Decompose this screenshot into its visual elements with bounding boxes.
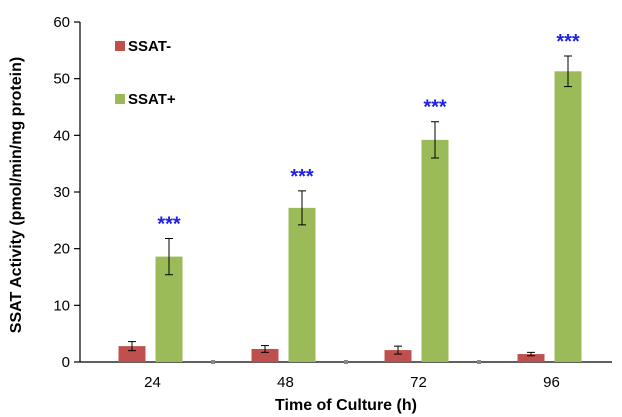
y-axis-title: SSAT Activity (pmol/min/mg protein) (8, 57, 25, 333)
y-tick-label: 40 (53, 127, 70, 144)
legend-swatch (115, 41, 125, 51)
y-tick-label: 20 (53, 241, 70, 258)
bar-ssat-96 (554, 71, 582, 363)
significance-markers: *** *** *** *** (157, 31, 580, 235)
bar-ssat-96 (517, 354, 545, 362)
x-group-separator (344, 360, 348, 364)
x-tick-label: 72 (410, 374, 427, 391)
y-tick-label: 60 (53, 14, 70, 31)
x-tick-label: 48 (277, 374, 294, 391)
x-axis-title: Time of Culture (h) (275, 397, 417, 414)
y-tick-label: 10 (53, 297, 70, 314)
x-group-separator (211, 360, 215, 364)
legend-label: SSAT- (128, 38, 171, 55)
y-tick-label: 0 (62, 354, 70, 371)
significance-label: *** (157, 213, 181, 235)
x-axis: 24 48 72 96 (80, 360, 612, 391)
bar-ssat-24 (118, 346, 146, 362)
x-tick-label: 24 (144, 374, 161, 391)
significance-label: *** (556, 31, 580, 53)
bar-ssat-48 (288, 207, 316, 362)
bars (118, 55, 582, 363)
legend-swatch (115, 94, 125, 104)
y-axis: 0 10 20 30 40 50 60 (53, 14, 81, 371)
bar-ssat-72 (421, 139, 449, 362)
significance-label: *** (290, 166, 314, 188)
y-tick-label: 30 (53, 184, 70, 201)
bar-ssat-72 (384, 350, 412, 362)
legend-label: SSAT+ (128, 91, 176, 108)
x-tick-label: 96 (543, 374, 560, 391)
x-group-separator (477, 360, 481, 364)
significance-label: *** (423, 97, 447, 119)
bar-ssat-48 (251, 348, 279, 362)
y-tick-label: 50 (53, 71, 70, 88)
legend: SSAT- SSAT+ (115, 38, 176, 108)
